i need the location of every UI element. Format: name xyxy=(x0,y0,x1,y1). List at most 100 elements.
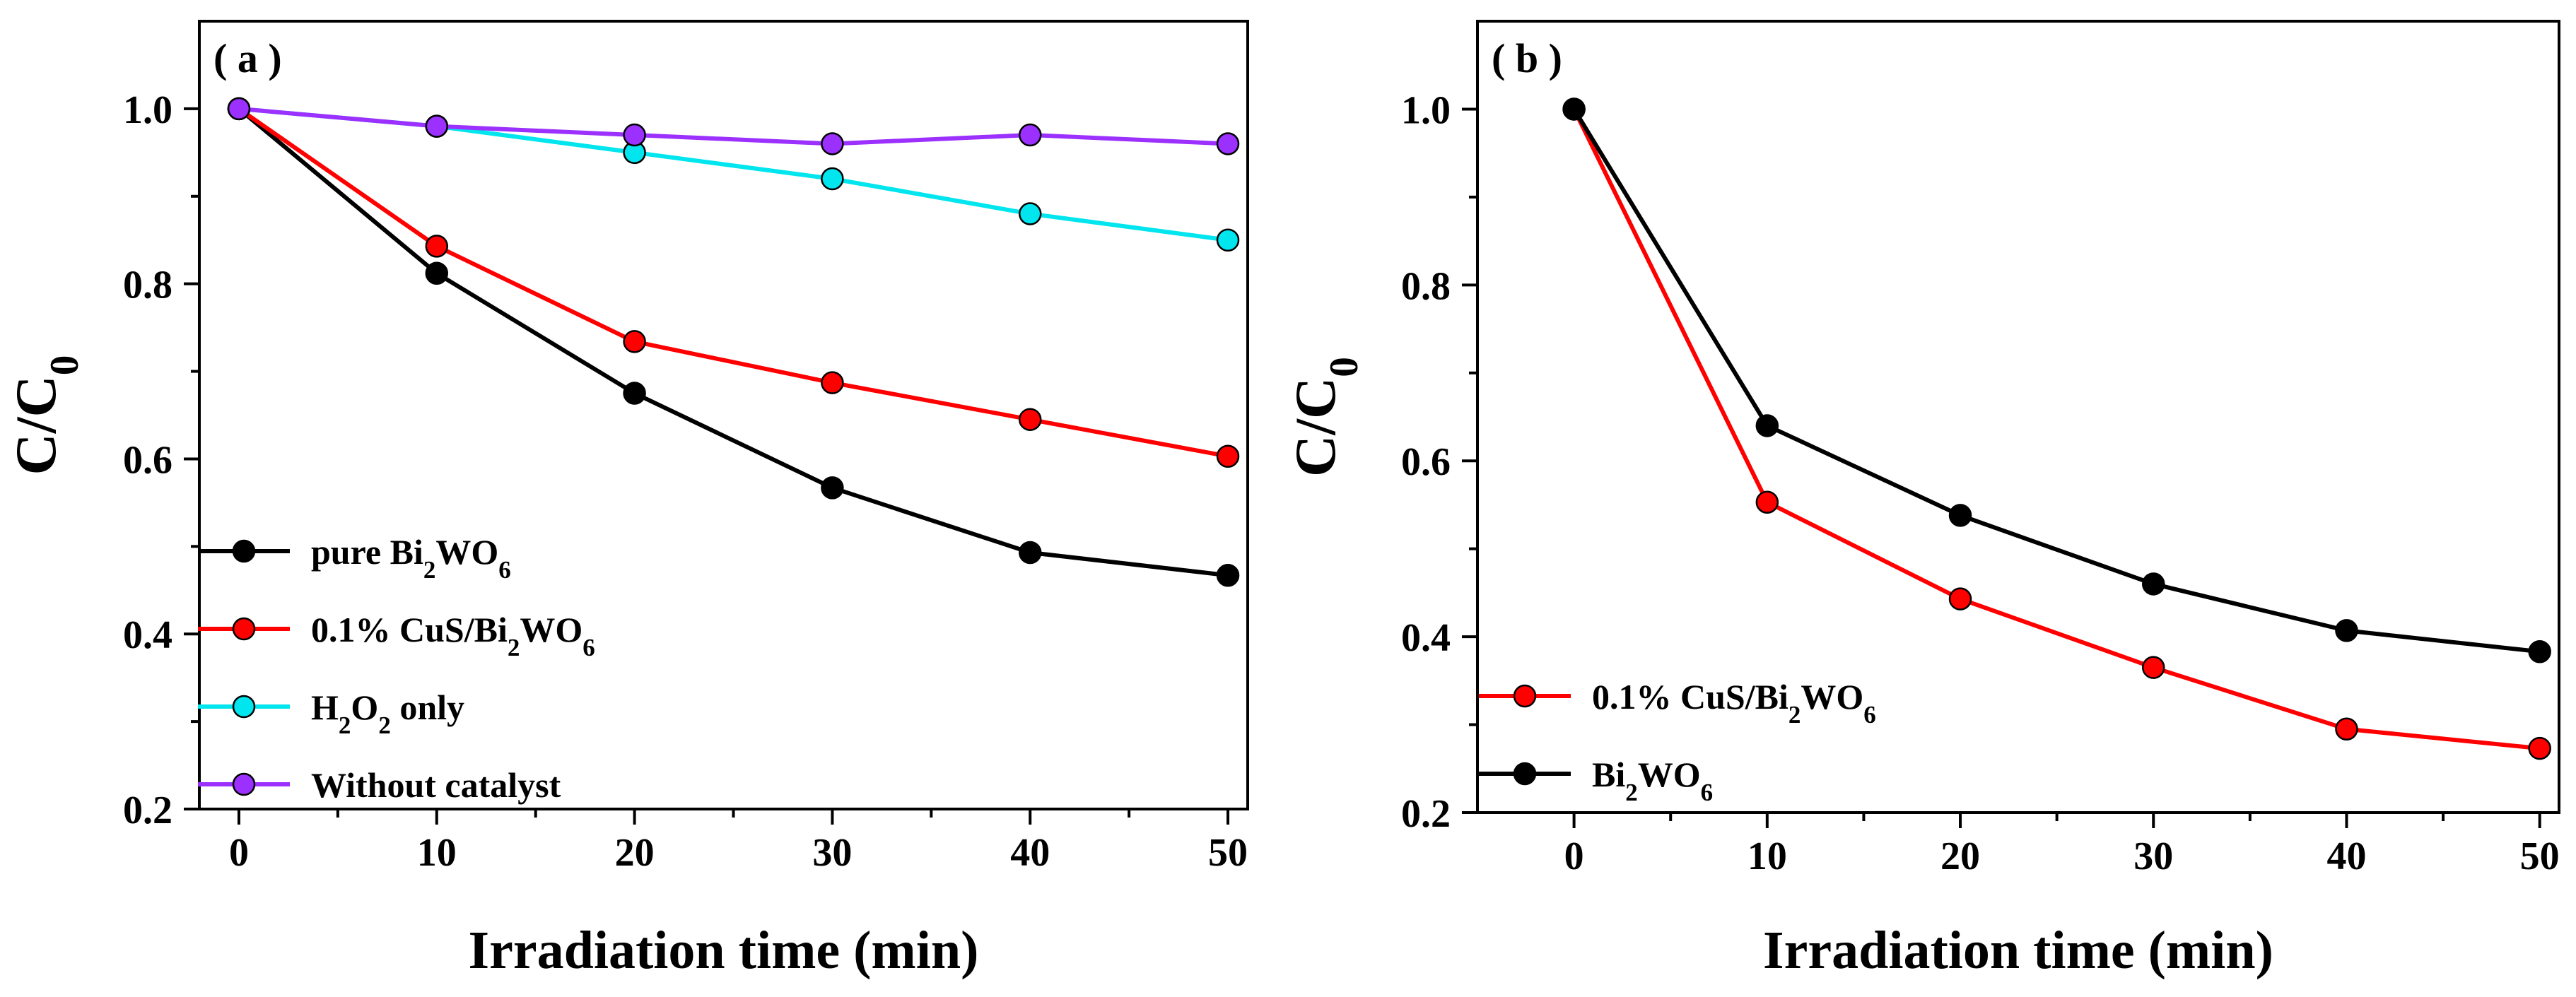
y-axis-title: C/C0 xyxy=(4,355,87,476)
data-point xyxy=(2142,656,2165,679)
data-point xyxy=(623,330,646,353)
text-part: WO xyxy=(520,610,582,649)
text-part: 0.1% CuS/Bi xyxy=(1592,677,1788,716)
series-line xyxy=(238,106,1229,242)
data-point xyxy=(1948,587,1972,610)
y-tick-label: 1.0 xyxy=(1401,88,1451,132)
text-part: 6 xyxy=(1863,701,1876,728)
text-part: 6 xyxy=(582,634,595,661)
legend-label: pure Bi2WO6 xyxy=(311,532,511,584)
text-part: 6 xyxy=(1701,779,1714,806)
legend-marker xyxy=(1513,762,1537,786)
text-part: pure Bi xyxy=(311,532,423,572)
y-axis-title: C/C0 xyxy=(1283,357,1366,477)
data-point xyxy=(1948,504,1972,527)
text-part: 0 xyxy=(1322,357,1366,377)
x-tick-label: 20 xyxy=(1940,834,1980,878)
x-tick-label: 0 xyxy=(229,831,249,875)
text-part: 6 xyxy=(498,556,511,584)
data-point xyxy=(1216,228,1240,252)
data-point xyxy=(2335,717,2358,741)
y-tick-label: 0.6 xyxy=(123,438,172,482)
x-axis-title: Irradiation time (min) xyxy=(469,921,979,980)
text-part: 2 xyxy=(423,556,436,584)
series-line xyxy=(238,106,1229,146)
text-part: O xyxy=(351,688,378,727)
x-tick-label: 0 xyxy=(1564,834,1584,878)
series-line xyxy=(238,107,1229,459)
text-part: C/C xyxy=(4,375,68,475)
y-tick-label: 1.0 xyxy=(123,88,172,132)
legend-label: Without catalyst xyxy=(311,765,561,805)
x-axis-title: Irradiation time (min) xyxy=(1763,921,2273,980)
text-part: H xyxy=(311,688,339,727)
text-part: Without catalyst xyxy=(311,765,561,805)
x-tick-label: 50 xyxy=(2520,834,2560,878)
data-point xyxy=(1216,132,1240,155)
legend-label: 0.1% CuS/Bi2WO6 xyxy=(1592,677,1876,728)
panel-label: ( b ) xyxy=(1492,35,1562,81)
text-part: 2 xyxy=(508,634,520,661)
text-part: only xyxy=(391,688,464,727)
text-part: 2 xyxy=(1625,779,1638,806)
y-tick-label: 0.2 xyxy=(1401,792,1451,836)
text-part: 2 xyxy=(1788,701,1801,728)
y-tick-label: 0.4 xyxy=(123,613,172,657)
data-point xyxy=(821,167,844,191)
y-tick-label: 0.4 xyxy=(1401,616,1451,660)
data-point xyxy=(1018,123,1042,147)
data-point xyxy=(227,97,251,121)
text-part: 0.1% CuS/Bi xyxy=(311,610,508,649)
data-point xyxy=(623,382,646,405)
data-point xyxy=(2335,619,2358,642)
text-part: C/C xyxy=(1283,377,1347,477)
series-line xyxy=(238,107,1229,578)
data-point xyxy=(2142,572,2165,596)
legend-marker xyxy=(232,695,256,719)
data-point xyxy=(623,123,646,147)
legend-marker xyxy=(232,539,256,563)
legend-marker xyxy=(232,617,256,641)
text-part: Bi xyxy=(1592,755,1625,794)
x-tick-label: 30 xyxy=(812,831,852,875)
data-point xyxy=(821,476,844,500)
legend-marker xyxy=(232,772,256,796)
x-tick-label: 10 xyxy=(417,831,457,875)
text-part: WO xyxy=(435,532,498,572)
data-point xyxy=(425,261,449,285)
x-tick-label: 10 xyxy=(1747,834,1787,878)
legend-label: 0.1% CuS/Bi2WO6 xyxy=(311,610,595,661)
data-point xyxy=(1755,490,1779,514)
data-point xyxy=(1018,202,1042,225)
y-tick-label: 0.8 xyxy=(1401,264,1451,308)
text-part: 0 xyxy=(42,355,87,376)
text-part: 2 xyxy=(378,712,391,739)
data-point xyxy=(2528,736,2551,760)
data-point xyxy=(1562,98,1586,121)
data-point xyxy=(821,371,844,394)
y-tick-label: 0.6 xyxy=(1401,440,1451,484)
data-point xyxy=(1018,541,1042,565)
text-part: WO xyxy=(1638,755,1701,794)
plot-frame xyxy=(1476,20,2560,814)
legend-label: Bi2WO6 xyxy=(1592,755,1713,806)
panel-label: ( a ) xyxy=(213,35,282,81)
data-point xyxy=(2528,640,2551,663)
data-point xyxy=(1018,408,1042,431)
data-point xyxy=(425,114,449,138)
x-tick-label: 40 xyxy=(2326,834,2366,878)
legend-label: H2O2 only xyxy=(311,688,464,739)
data-point xyxy=(1216,563,1240,587)
data-point xyxy=(1755,414,1779,437)
legend-marker xyxy=(1513,684,1537,708)
series-line xyxy=(1572,107,2541,654)
data-point xyxy=(425,235,449,258)
x-tick-label: 20 xyxy=(615,831,655,875)
y-tick-label: 0.8 xyxy=(123,264,172,307)
y-tick-label: 0.2 xyxy=(123,789,172,832)
x-tick-label: 40 xyxy=(1010,831,1050,875)
x-tick-label: 30 xyxy=(2133,834,2173,878)
